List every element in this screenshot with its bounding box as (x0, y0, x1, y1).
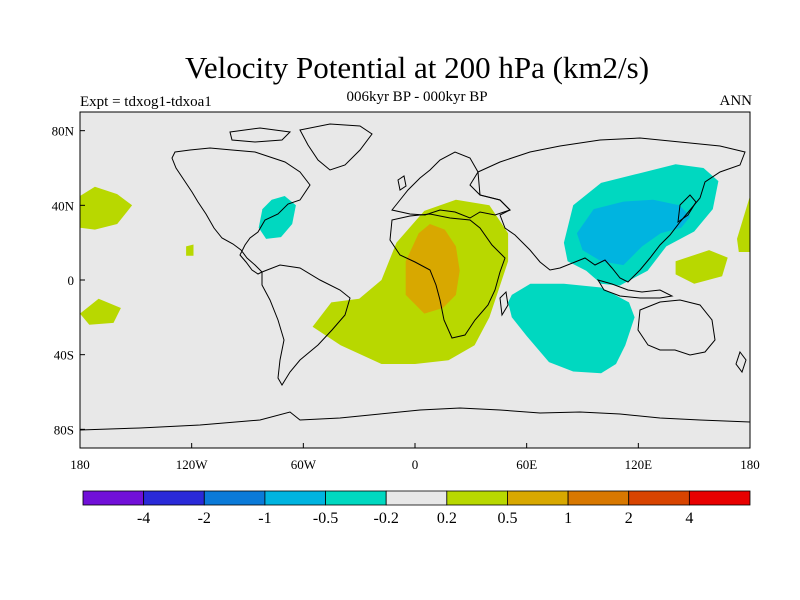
y-tick-label: 80S (54, 422, 74, 437)
coastline-asia (477, 137, 746, 283)
x-tick-label: 180 (740, 457, 760, 472)
coastline-madagascar (499, 290, 509, 317)
contour-regions (80, 164, 750, 374)
x-tick-label: 120E (625, 457, 653, 472)
region-north-atlantic-east-us (258, 196, 296, 239)
x-tick-label: 0 (412, 457, 419, 472)
x-tick-label: 180 (70, 457, 90, 472)
colorbar-box (82, 490, 145, 506)
coastline-south-america (261, 264, 351, 386)
y-tick-label: 0 (68, 273, 75, 288)
colorbar-box (264, 490, 326, 506)
coastline-africa (389, 213, 506, 339)
colorbar-box (567, 490, 630, 506)
coastline-british-isles (397, 175, 407, 191)
colorbar-box (325, 490, 387, 506)
region-dateline-east-patch (737, 196, 750, 252)
coastline-north-america (171, 147, 311, 275)
colorbar-box (446, 490, 508, 506)
region-mexico-patch (186, 244, 194, 256)
x-axis: 180 120W 60W 0 60E 120E 180 (70, 443, 760, 472)
colorbar-label: 2 (625, 510, 633, 527)
coastline-australia (637, 299, 716, 356)
region-africa-core (405, 224, 460, 314)
experiment-label: Expt = tdxog1-tdxoa1 (80, 94, 212, 110)
coastline-arctic-islands (229, 127, 292, 143)
region-indian-ocean-australia (508, 283, 635, 374)
region-east-asia-core (576, 199, 691, 266)
x-tick-label: 120W (176, 457, 209, 472)
y-tick-label: 80N (52, 124, 75, 139)
y-tick-label: 40S (54, 348, 74, 363)
x-tick-label: 60E (516, 457, 537, 472)
colorbar-label: 1 (564, 510, 572, 527)
colorbar-label: -2 (198, 510, 211, 527)
colorbar-label: -4 (137, 510, 150, 527)
colorbar-box (688, 490, 751, 506)
y-tick-label: 40N (52, 198, 75, 213)
region-central-pacific-s (80, 298, 121, 325)
colorbar-box (628, 490, 690, 506)
colorbar-box (203, 490, 266, 506)
y-axis: 80N 40N 0 40S 80S (52, 124, 85, 437)
region-western-pacific-patch (675, 250, 728, 284)
plot-subtitle: 006kyr BP - 000kyr BP (346, 89, 488, 105)
colorbar-label: -1 (258, 510, 271, 527)
region-central-pacific-nw (80, 186, 133, 230)
colorbar-box (507, 490, 569, 506)
colorbar-label: -0.5 (313, 510, 338, 527)
coastline-japan (677, 194, 697, 224)
colorbar-label: -0.2 (374, 510, 399, 527)
season-label: ANN (719, 93, 753, 109)
coastline-antarctica (80, 407, 750, 431)
colorbar-box (143, 490, 205, 506)
x-tick-label: 60W (291, 457, 317, 472)
coastline-new-zealand (735, 350, 747, 374)
colorbar: -4 -2 -1 -0.5 -0.2 0.2 0.5 1 2 4 (82, 490, 751, 527)
colorbar-label: 0.5 (497, 510, 517, 527)
coastline-indonesia (596, 279, 674, 299)
coastline-greenland (299, 123, 373, 171)
coastlines (80, 123, 750, 431)
colorbar-label: 0.2 (437, 510, 457, 527)
colorbar-box (385, 490, 448, 506)
colorbar-label: 4 (685, 510, 693, 527)
plot-title: Velocity Potential at 200 hPa (km2/s) (184, 50, 650, 85)
